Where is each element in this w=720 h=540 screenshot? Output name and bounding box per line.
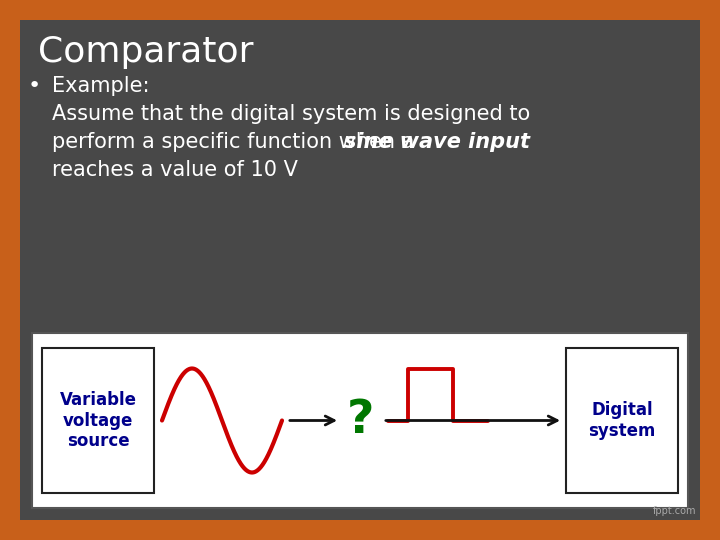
Text: Example:: Example: — [52, 76, 150, 96]
Bar — [32, 333, 688, 508]
Text: Comparator: Comparator — [38, 35, 253, 69]
Text: sine wave input: sine wave input — [344, 132, 530, 152]
Text: Assume that the digital system is designed to: Assume that the digital system is design… — [52, 104, 530, 124]
Text: reaches a value of 10 V: reaches a value of 10 V — [52, 160, 298, 180]
Text: fppt.com: fppt.com — [652, 506, 696, 516]
Text: Variable
voltage
source: Variable voltage source — [60, 391, 137, 450]
Text: Digital
system: Digital system — [588, 401, 656, 440]
Bar — [42, 348, 154, 493]
Text: •: • — [28, 76, 41, 96]
Bar — [566, 348, 678, 493]
Text: ?: ? — [346, 398, 374, 443]
Text: perform a specific function when a: perform a specific function when a — [52, 132, 421, 152]
